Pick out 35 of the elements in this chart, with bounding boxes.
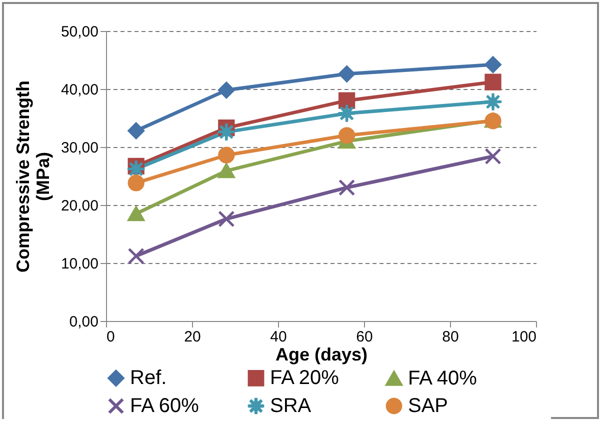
point (338, 179, 356, 196)
point (128, 248, 144, 264)
x-axis-title: Age (days) (275, 344, 368, 364)
point (484, 148, 502, 165)
y-tick-label: 0,00 (69, 314, 98, 330)
point (128, 122, 144, 140)
y-tick-label: 20,00 (60, 198, 98, 214)
point (338, 92, 356, 109)
x-tick-label: 40 (270, 328, 287, 346)
legend-label: SRA (270, 395, 312, 417)
point (218, 82, 235, 98)
x-tick-label: 20 (184, 328, 201, 346)
y-tick-label: 10,00 (60, 256, 98, 272)
legend-label: Ref. (130, 367, 167, 390)
y-tick-label: 50,00 (60, 24, 98, 40)
legend-label: SAP (408, 395, 448, 417)
point (338, 127, 356, 144)
point (128, 174, 144, 192)
point (484, 56, 502, 73)
point (128, 206, 144, 222)
point (218, 146, 235, 164)
x-tick-label: 60 (356, 328, 373, 346)
point (484, 74, 502, 90)
point (218, 163, 235, 178)
x-tick-label: 0 (106, 328, 115, 346)
point (338, 66, 356, 82)
x-tick-label: 80 (442, 328, 459, 346)
legend-label: FA 60% (130, 395, 200, 417)
legend-label: FA 40% (408, 368, 478, 390)
x-tick-label: 100 (511, 328, 536, 346)
y-tick-label: 30,00 (60, 140, 98, 156)
y-tick-label: 40,00 (60, 82, 98, 98)
y-axis-title: Compressive Strength (MPa) (12, 80, 53, 273)
point (218, 210, 235, 228)
legend-label: FA 20% (270, 367, 340, 390)
